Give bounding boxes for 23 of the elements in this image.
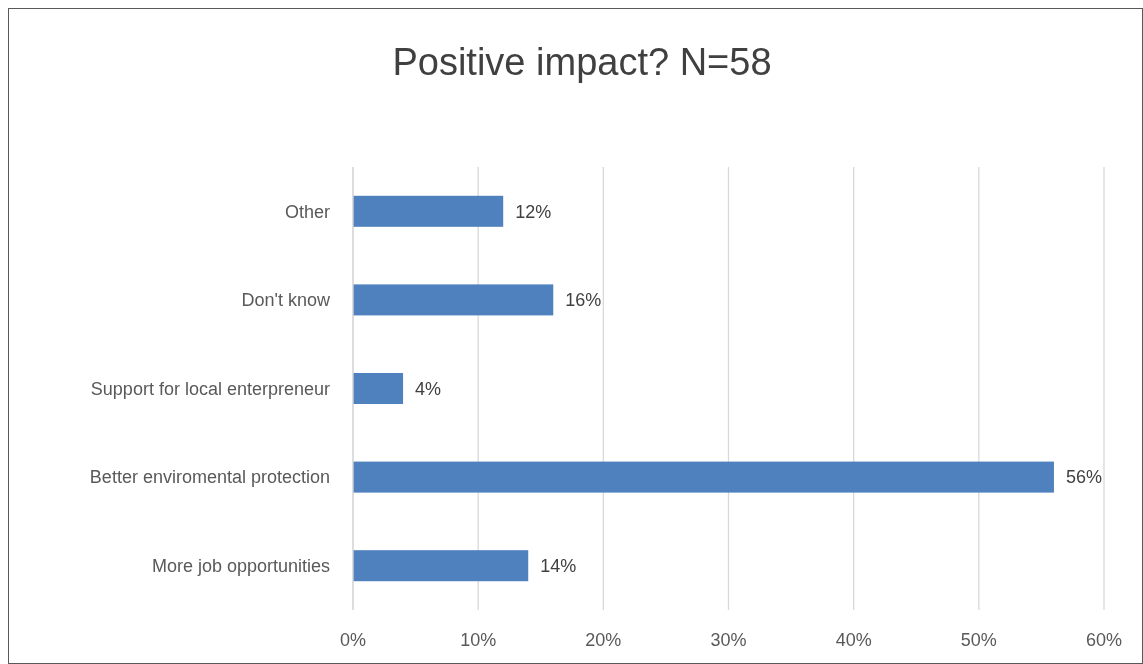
data-label: 16% [565, 290, 602, 311]
x-tick-label: 0% [339, 630, 367, 651]
bar [353, 461, 1054, 493]
chart-title: Positive impact? N=58 [392, 41, 772, 84]
data-label: 4% [415, 378, 442, 399]
data-label: 56% [1065, 467, 1102, 488]
bar [353, 195, 504, 227]
x-tick-label: 40% [835, 630, 872, 651]
y-tick-label: Support for local enterpreneur [90, 378, 330, 399]
y-tick-label: Don't know [241, 290, 331, 311]
bar [353, 284, 554, 316]
y-tick-label: Other [284, 201, 330, 222]
x-tick-label: 20% [585, 630, 622, 651]
x-tick-label: 60% [1085, 630, 1123, 651]
data-label: 14% [540, 556, 577, 576]
bar [353, 373, 404, 405]
y-tick-label: More job opportunities [151, 556, 330, 576]
data-label: 12% [515, 201, 552, 222]
x-tick-label: 50% [960, 630, 997, 651]
x-tick-label: 30% [710, 630, 747, 651]
y-tick-label: Better enviromental protection [89, 467, 330, 488]
x-tick-label: 10% [460, 630, 497, 651]
bar [353, 550, 529, 582]
